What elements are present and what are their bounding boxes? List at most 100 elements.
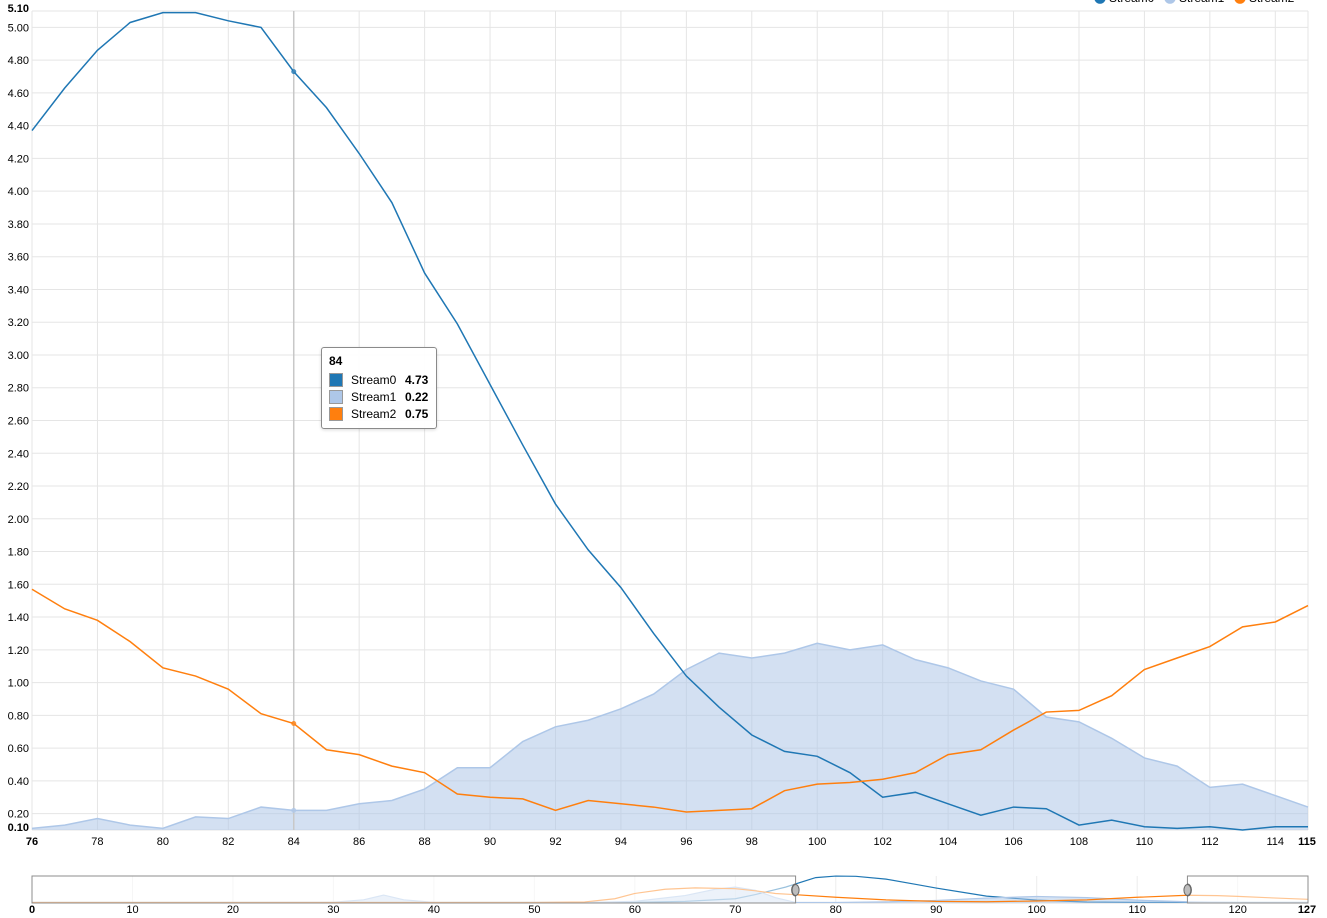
legend-symbol <box>1164 0 1176 4</box>
x-tick-label: 106 <box>1004 836 1022 848</box>
context-x-tick-label: 20 <box>227 904 239 916</box>
legend-label: Stream2 <box>1249 0 1295 5</box>
y-tick-label: 3.80 <box>8 219 29 231</box>
x-tick-label: 92 <box>549 836 561 848</box>
y-tick-label: 4.40 <box>8 121 29 133</box>
hover-points <box>291 69 297 813</box>
context-area-stream1 <box>32 887 1308 903</box>
y-tick-label: 2.20 <box>8 481 29 493</box>
y-tick-label: 4.80 <box>8 55 29 67</box>
context-x-tick-label: 60 <box>629 904 641 916</box>
x-tick-label: 114 <box>1267 836 1285 848</box>
y-tick-label: 3.40 <box>8 284 29 296</box>
x-tick-label: 112 <box>1201 836 1219 848</box>
context-x-tick-label: 10 <box>126 904 138 916</box>
x-tick-label: 76 <box>26 836 38 848</box>
series-line-stream1 <box>31 642 1309 830</box>
legend-item-stream0[interactable]: Stream0 <box>1094 0 1155 5</box>
y-tick-label: 1.00 <box>8 678 29 690</box>
hover-point-stream1 <box>291 807 297 813</box>
y-tick-label: 3.60 <box>8 252 29 264</box>
legend-label: Stream1 <box>1179 0 1225 5</box>
y-tick-label: 1.20 <box>8 645 29 657</box>
context-x-tick-label: 70 <box>729 904 741 916</box>
context-unselected-left[interactable] <box>31 875 797 904</box>
tooltip-row-stream0: Stream0 4.73 <box>329 371 429 388</box>
y-tick-label: 2.00 <box>8 514 29 526</box>
legend-item-stream2[interactable]: Stream2 <box>1234 0 1295 5</box>
x-tick-label: 80 <box>157 836 169 848</box>
y-tick-label: 2.60 <box>8 416 29 428</box>
legend[interactable]: Stream0 Stream1 Stream2 <box>1094 0 1295 5</box>
focus-area-layer <box>31 642 1309 830</box>
context-chart[interactable]: 0 10 20 30 40 50 60 70 80 90 100 110 120 127 <box>29 875 1316 916</box>
y-tick-label: 0.60 <box>8 743 29 755</box>
x-tick-label: 82 <box>222 836 234 848</box>
tooltip-series-name: Stream2 <box>351 406 397 421</box>
y-tick-label: 0.80 <box>8 710 29 722</box>
x-tick-label: 96 <box>680 836 692 848</box>
tooltip-series-name: Stream1 <box>351 389 397 404</box>
legend-symbol <box>1094 0 1106 4</box>
tooltip-swatch-stream0 <box>329 372 343 387</box>
tooltip-swatch-stream2 <box>329 406 343 421</box>
x-tick-label: 86 <box>353 836 365 848</box>
x-tick-label: 84 <box>288 836 300 848</box>
tooltip-series-value: 4.73 <box>405 372 429 387</box>
y-tick-label: 0.10 <box>8 822 29 834</box>
y-tick-label: 1.40 <box>8 612 29 624</box>
y-tick-label: 1.60 <box>8 579 29 591</box>
y-tick-label: 4.00 <box>8 186 29 198</box>
context-x-tick-label: 30 <box>327 904 339 916</box>
y-tick-label: 0.20 <box>8 809 29 821</box>
hover-point-stream2 <box>291 721 297 727</box>
x-tick-label: 98 <box>746 836 758 848</box>
tooltip-series-value: 0.22 <box>405 389 429 404</box>
y-tick-label: 2.40 <box>8 448 29 460</box>
focus-line-layer <box>31 11 1309 831</box>
series-area-stream1 <box>32 643 1308 830</box>
context-x-tick-label: 110 <box>1128 904 1146 916</box>
x-tick-label: 104 <box>939 836 957 848</box>
context-x-tick-label: 100 <box>1028 904 1046 916</box>
tooltip-series-value: 0.75 <box>405 406 429 421</box>
y-axis: 0.100.20 0.40 0.60 0.80 1.00 1.20 1.40 1.60 1.80… <box>8 3 29 834</box>
series-line-stream2 <box>31 588 1309 813</box>
y-tick-label: 4.20 <box>8 153 29 165</box>
x-tick-label: 90 <box>484 836 496 848</box>
context-x-tick-label: 40 <box>428 904 440 916</box>
context-x-tick-label: 90 <box>930 904 942 916</box>
x-tick-label: 102 <box>873 836 891 848</box>
y-tick-label: 3.00 <box>8 350 29 362</box>
y-tick-label: 5.10 <box>8 3 29 15</box>
tooltip-swatch-stream1 <box>329 389 343 404</box>
x-tick-label: 88 <box>418 836 430 848</box>
context-x-tick-label: 80 <box>830 904 842 916</box>
context-x-tick-label: 120 <box>1228 904 1246 916</box>
legend-item-stream1[interactable]: Stream1 <box>1164 0 1225 5</box>
context-x-tick-label: 127 <box>1298 904 1316 916</box>
brush-handle-left-grip[interactable] <box>791 884 800 896</box>
tooltip-row-stream2: Stream2 0.75 <box>329 405 429 422</box>
x-tick-label: 78 <box>91 836 103 848</box>
context-x-tick-label: 50 <box>528 904 540 916</box>
y-tick-label: 1.80 <box>8 547 29 559</box>
y-tick-label: 4.60 <box>8 88 29 100</box>
series-line-stream0 <box>31 11 1308 831</box>
y-tick-label: 0.40 <box>8 776 29 788</box>
x-tick-label: 94 <box>615 836 627 848</box>
legend-symbol <box>1234 0 1246 4</box>
y-tick-label: 5.00 <box>8 22 29 34</box>
y-tick-label: 3.20 <box>8 317 29 329</box>
brush-handle-right-grip[interactable] <box>1183 884 1192 896</box>
hover-tooltip: 84 Stream0 4.73 Stream1 0.22 Stream2 0.7… <box>321 347 437 429</box>
y-tick-label: 2.80 <box>8 383 29 395</box>
tooltip-series-name: Stream0 <box>351 372 397 387</box>
hover-point-stream0 <box>291 69 297 75</box>
x-axis: 76 78 80 82 84 86 88 90 92 94 96 98 100 102 104 106 108 1… <box>26 836 1316 848</box>
legend-label: Stream0 <box>1109 0 1155 5</box>
context-unselected-right[interactable] <box>1186 875 1309 904</box>
x-tick-label: 100 <box>808 836 826 848</box>
x-tick-label: 110 <box>1136 836 1154 848</box>
